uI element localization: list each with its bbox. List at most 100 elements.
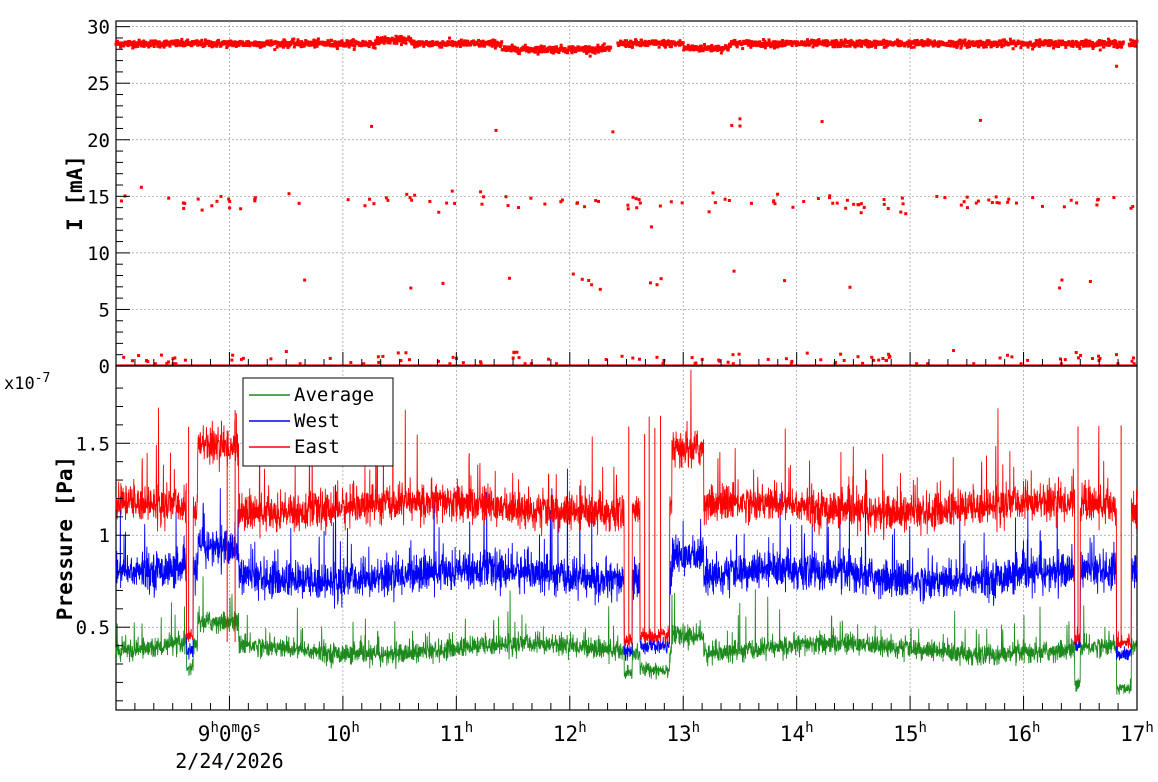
current-point	[626, 40, 630, 44]
current-point	[767, 38, 771, 42]
current-point	[504, 49, 508, 53]
current-point	[738, 39, 742, 43]
current-point	[882, 197, 886, 201]
current-point	[972, 362, 976, 366]
current-point	[311, 43, 315, 47]
current-point	[735, 45, 739, 49]
current-point	[139, 185, 143, 189]
current-point	[659, 277, 663, 281]
current-point	[453, 201, 457, 205]
current-point	[963, 40, 967, 44]
current-point	[122, 44, 126, 48]
current-point	[625, 39, 628, 43]
current-point	[407, 35, 411, 39]
y-tick-label: 1	[99, 525, 110, 547]
current-point	[806, 38, 810, 42]
current-point	[992, 43, 996, 47]
current-point	[670, 40, 674, 44]
current-point	[581, 45, 585, 49]
current-point	[939, 40, 943, 44]
current-point	[253, 199, 257, 203]
current-point	[363, 204, 367, 208]
current-point	[767, 40, 771, 44]
current-point	[437, 210, 441, 214]
current-point	[858, 39, 862, 43]
current-point	[857, 203, 861, 207]
x-date-label: 2/24/2026	[175, 749, 283, 773]
current-point	[952, 349, 956, 353]
current-point	[446, 40, 450, 44]
current-point	[400, 38, 404, 42]
current-point	[198, 40, 202, 44]
current-point	[167, 360, 171, 364]
current-point	[594, 199, 598, 203]
current-point	[349, 361, 353, 365]
current-point	[803, 40, 807, 44]
current-grid	[116, 21, 1137, 366]
current-point	[627, 42, 631, 46]
current-point	[366, 41, 370, 45]
current-point	[493, 46, 497, 50]
current-point	[346, 198, 350, 202]
current-point	[375, 35, 379, 39]
current-point	[377, 360, 381, 364]
current-point	[283, 39, 287, 43]
current-point	[451, 355, 455, 359]
current-point	[1115, 64, 1119, 68]
current-point	[492, 41, 496, 45]
current-point	[147, 45, 151, 49]
current-point	[126, 42, 130, 46]
legend-label-west: West	[294, 410, 340, 432]
current-point	[1131, 205, 1135, 209]
current-point	[374, 40, 378, 44]
current-point	[884, 42, 888, 46]
current-point	[507, 276, 511, 280]
current-point	[381, 354, 385, 358]
current-point	[822, 43, 826, 47]
current-point	[762, 38, 766, 42]
current-point	[747, 43, 751, 47]
current-panel: 0 5 10 15 20 25 30 I [mA]	[63, 17, 1139, 378]
current-point	[493, 39, 497, 43]
current-point	[588, 54, 592, 58]
current-point	[781, 39, 785, 43]
current-point	[580, 277, 584, 281]
current-point	[802, 200, 806, 204]
current-point	[731, 353, 735, 357]
current-point	[994, 43, 998, 47]
current-point	[506, 204, 510, 208]
current-point	[1135, 39, 1139, 43]
current-point	[655, 283, 659, 287]
current-point	[438, 45, 442, 49]
current-point	[842, 358, 846, 362]
current-point	[858, 42, 862, 46]
current-point	[1110, 41, 1114, 45]
current-point	[1129, 38, 1133, 42]
current-point	[1052, 46, 1056, 50]
current-point	[477, 44, 481, 48]
x-tick-label: 16h	[1007, 720, 1041, 746]
current-point	[384, 196, 388, 200]
current-point	[304, 39, 308, 43]
current-point	[703, 43, 707, 47]
current-point	[681, 41, 685, 45]
current-point	[1045, 39, 1049, 43]
current-point	[741, 47, 745, 51]
current-point	[210, 204, 214, 208]
current-point	[839, 352, 843, 356]
current-point	[1064, 45, 1068, 49]
current-point	[509, 49, 513, 53]
current-point	[441, 281, 445, 285]
current-point	[571, 272, 575, 276]
current-point	[458, 44, 462, 48]
current-point	[495, 40, 499, 44]
current-point	[1060, 278, 1064, 282]
current-point	[253, 197, 257, 201]
current-point	[718, 359, 722, 363]
current-point	[626, 203, 630, 207]
current-point	[168, 44, 172, 48]
current-point	[732, 269, 736, 273]
current-point	[1091, 46, 1095, 50]
current-point	[372, 202, 376, 206]
current-point	[831, 201, 835, 205]
